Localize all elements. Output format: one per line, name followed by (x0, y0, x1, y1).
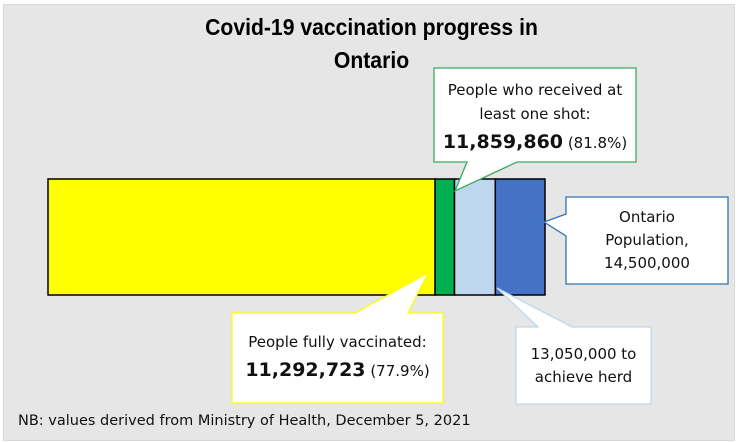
callout-one-shot-value: 11,859,860 (442, 131, 564, 153)
callout-one-shot-line1: People who received at (447, 81, 623, 99)
bar-segment-fully (47, 178, 436, 296)
callout-population-line3: 14,500,000 (604, 254, 690, 272)
chart-title-line-1: Covid-19 vaccination progress in (205, 14, 538, 40)
callout-herd: 13,050,000 to achieve herd (516, 343, 651, 389)
callout-one-shot-shape (433, 67, 637, 193)
callout-fully-pct: (77.9%) (370, 362, 430, 380)
callout-herd-line1: 13,050,000 to (530, 345, 637, 363)
source-note: NB: values derived from Ministry of Heal… (18, 413, 471, 429)
callout-fully-value: 11,292,723 (245, 359, 366, 381)
callout-one-shot-pct: (81.8%) (567, 134, 628, 152)
callout-herd-line2: achieve herd (534, 368, 633, 386)
callout-fully: People fully vaccinated: 11,292,723 (77.… (232, 328, 443, 385)
callout-one-shot-line2: least one shot: (479, 105, 591, 123)
callout-fully-line1: People fully vaccinated: (248, 333, 427, 351)
callout-population-shape (542, 196, 729, 285)
callout-population-line1: Ontario (619, 208, 675, 226)
bar-segment-population (494, 178, 546, 296)
callout-population-line2: Population, (605, 231, 689, 249)
bar-segment-one-shot (434, 178, 456, 296)
callout-population: Ontario Population, 14,500,000 (566, 206, 728, 275)
callout-one-shot: People who received at least one shot: 1… (434, 76, 636, 157)
callout-herd-shape (496, 287, 652, 405)
callout-fully-shape (231, 271, 444, 404)
bar-segment-herd (453, 178, 497, 296)
chart-title-line-2: Ontario (333, 47, 410, 73)
